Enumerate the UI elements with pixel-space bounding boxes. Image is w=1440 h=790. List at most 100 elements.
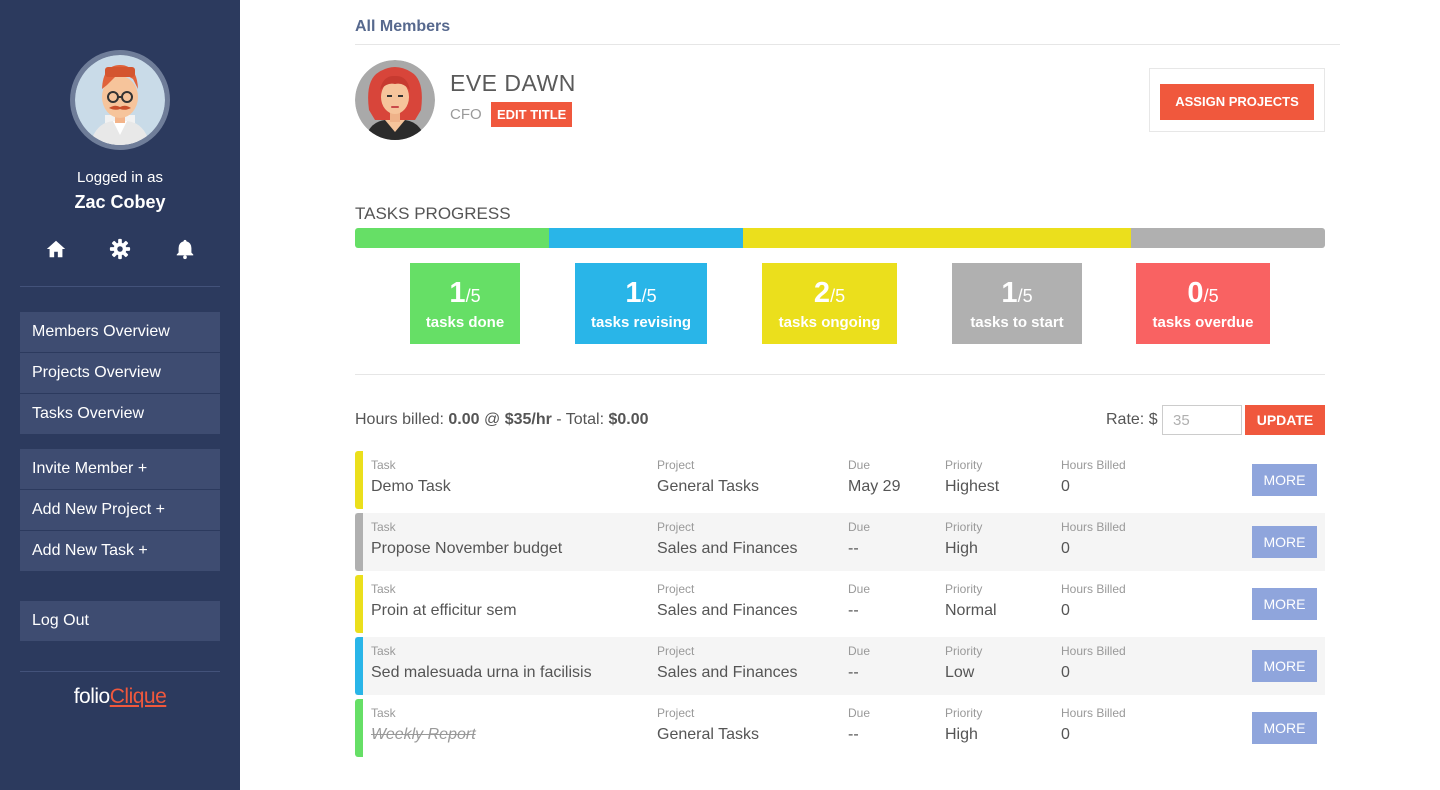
task-due: --	[848, 726, 859, 743]
brand-accent: Clique	[109, 685, 167, 708]
column-header-due: Due	[848, 706, 871, 720]
stat-label: tasks done	[425, 314, 505, 331]
nav-invite-member[interactable]: Invite Member +	[20, 449, 220, 489]
stat-label: tasks to start	[970, 314, 1064, 331]
user-avatar[interactable]	[70, 50, 170, 150]
task-name: Demo Task	[371, 478, 451, 495]
task-row[interactable]: Task Sed malesuada urna in facilisis Proje…	[355, 637, 1325, 695]
task-project: Sales and Finances	[657, 602, 798, 619]
brand-logo[interactable]: folioClique	[0, 685, 240, 709]
nav-add-new-task[interactable]: Add New Task +	[20, 531, 220, 571]
sidebar-divider	[20, 671, 220, 672]
task-cell-priority: Priority High	[945, 706, 982, 745]
nav-projects-overview[interactable]: Projects Overview	[20, 353, 220, 393]
task-cell-due: Due --	[848, 644, 870, 683]
column-header-task: Task	[371, 582, 396, 596]
task-cell-task: Task Sed malesuada urna in facilisis	[371, 644, 592, 683]
stat-box: 1/5 tasks revising	[575, 263, 707, 344]
stat-total: /5	[1017, 286, 1033, 306]
column-header-priority: Priority	[945, 582, 983, 596]
tasks-progress-bar	[355, 228, 1325, 248]
home-icon[interactable]	[45, 238, 69, 262]
task-cell-hours: Hours Billed 0	[1061, 520, 1126, 559]
progress-segment	[1131, 228, 1325, 248]
member-name: EVE DAWN	[450, 70, 576, 96]
task-row[interactable]: Task Weekly Report Project General Tasks Due…	[355, 699, 1325, 757]
stat-box: 0/5 tasks overdue	[1136, 263, 1270, 344]
stat-fraction: 1/5	[952, 277, 1082, 312]
column-header-project: Project	[657, 644, 695, 658]
task-cell-priority: Priority Low	[945, 644, 982, 683]
logout-button[interactable]: Log Out	[20, 601, 220, 641]
logged-in-label: Logged in as	[77, 169, 163, 186]
task-row[interactable]: Task Proin at efficitur sem Project Sales a…	[355, 575, 1325, 633]
column-header-hours: Hours Billed	[1061, 582, 1126, 596]
task-cell-task: Task Proin at efficitur sem	[371, 582, 517, 621]
stat-fraction: 2/5	[762, 277, 897, 312]
column-header-hours: Hours Billed	[1061, 644, 1126, 658]
edit-title-button[interactable]: EDIT TITLE	[491, 102, 573, 127]
bell-icon[interactable]	[174, 238, 198, 262]
stat-box: 2/5 tasks ongoing	[762, 263, 897, 344]
stat-count: 1	[625, 277, 642, 309]
hourly-rate: $35/hr	[504, 411, 552, 428]
column-header-task: Task	[371, 520, 396, 534]
column-header-task: Task	[371, 458, 396, 472]
task-project: Sales and Finances	[657, 664, 798, 681]
task-hours: 0	[1061, 726, 1070, 743]
task-status-stripe	[355, 637, 363, 695]
task-project: General Tasks	[657, 478, 759, 495]
current-user-name: Zac Cobey	[74, 192, 166, 212]
member-title: CFO	[450, 106, 482, 123]
hours-billed-summary: Hours billed: 0.00 @ $35/hr - Total: $0.…	[355, 411, 649, 429]
task-cell-hours: Hours Billed 0	[1061, 706, 1126, 745]
column-header-due: Due	[848, 582, 871, 596]
nav-members-overview[interactable]: Members Overview	[20, 312, 220, 352]
task-status-stripe	[355, 451, 363, 509]
stat-total: /5	[641, 286, 657, 306]
stat-label: tasks overdue	[1152, 314, 1254, 331]
more-button[interactable]: MORE	[1252, 526, 1317, 558]
task-cell-due: Due --	[848, 706, 870, 745]
task-priority: High	[945, 540, 978, 557]
column-header-due: Due	[848, 458, 871, 472]
column-header-project: Project	[657, 706, 695, 720]
breadcrumb-all-members[interactable]: All Members	[355, 18, 451, 35]
progress-segment	[355, 228, 549, 248]
column-header-due: Due	[848, 520, 871, 534]
more-button[interactable]: MORE	[1252, 650, 1317, 682]
progress-segment	[549, 228, 743, 248]
column-header-project: Project	[657, 458, 695, 472]
task-row[interactable]: Task Demo Task Project General Tasks Due May …	[355, 451, 1325, 509]
update-rate-button[interactable]: UPDATE	[1245, 405, 1325, 435]
column-header-due: Due	[848, 644, 871, 658]
rate-field-label: Rate: $	[1106, 411, 1158, 428]
column-header-task: Task	[371, 706, 396, 720]
task-cell-priority: Priority High	[945, 520, 982, 559]
column-header-hours: Hours Billed	[1061, 520, 1126, 534]
task-cell-due: Due --	[848, 582, 870, 621]
stat-label: tasks revising	[590, 314, 692, 331]
assign-projects-button[interactable]: ASSIGN PROJECTS	[1160, 84, 1314, 120]
task-name: Proin at efficitur sem	[371, 602, 517, 619]
more-button[interactable]: MORE	[1252, 712, 1317, 744]
nav-add-new-project[interactable]: Add New Project +	[20, 490, 220, 530]
user-avatar-illustration	[75, 55, 165, 145]
stat-count: 1	[1001, 277, 1018, 309]
nav-tasks-overview[interactable]: Tasks Overview	[20, 394, 220, 434]
task-name: Weekly Report	[371, 726, 476, 743]
stat-fraction: 1/5	[410, 277, 520, 312]
task-cell-task: Task Propose November budget	[371, 520, 562, 559]
task-hours: 0	[1061, 664, 1070, 681]
rate-input[interactable]	[1162, 405, 1242, 435]
task-row[interactable]: Task Propose November budget Project Sales …	[355, 513, 1325, 571]
more-button[interactable]: MORE	[1252, 464, 1317, 496]
rate-at: @	[483, 411, 501, 428]
task-project: Sales and Finances	[657, 540, 798, 557]
more-button[interactable]: MORE	[1252, 588, 1317, 620]
gear-icon[interactable]	[109, 238, 133, 262]
task-hours: 0	[1061, 478, 1070, 495]
member-avatar	[355, 60, 435, 140]
stat-box: 1/5 tasks done	[410, 263, 520, 344]
assign-projects-panel: ASSIGN PROJECTS	[1149, 68, 1325, 132]
